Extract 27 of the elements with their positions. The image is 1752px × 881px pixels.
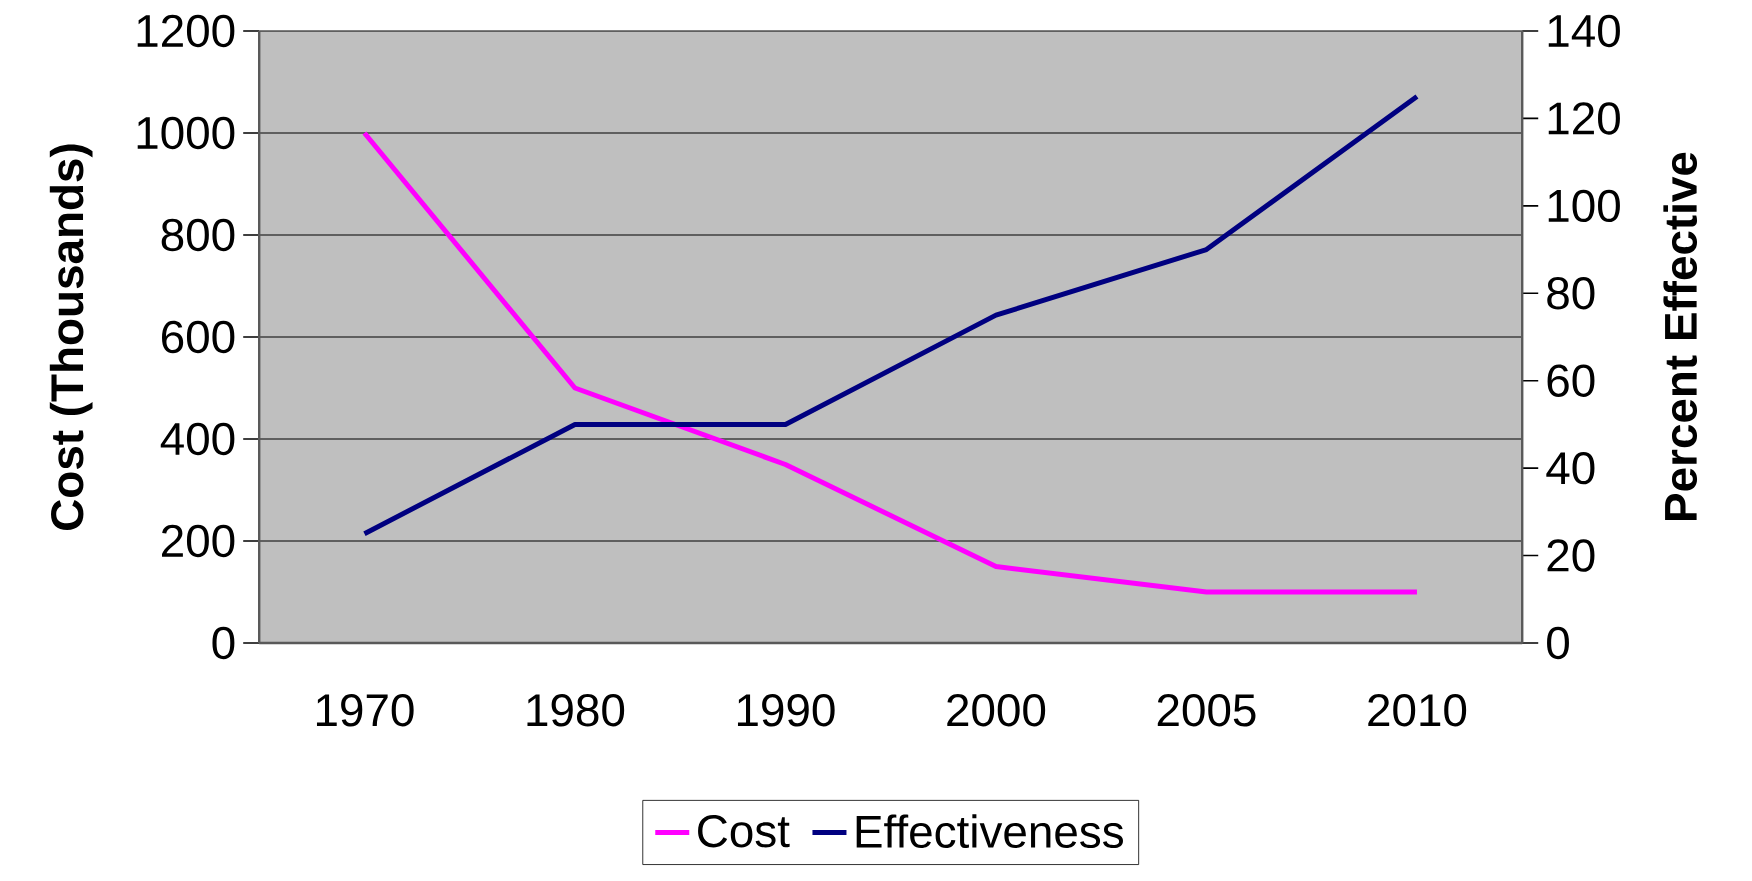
y-tick-label: 400 [160,422,235,456]
y2-tick-label: 40 [1546,451,1595,485]
x-tick-label: 1980 [527,694,625,727]
y2-tick-label: 0 [1547,626,1569,660]
y2-tick-label: 120 [1548,102,1620,135]
y-tick-label: 0 [212,626,235,660]
y-tick-label: 1200 [137,14,235,48]
y2-tick-label: 140 [1548,14,1620,48]
y-tick-label: 1000 [137,116,235,150]
line-series [361,130,1420,595]
legend-label: Effectiveness [856,814,1123,849]
y-axis-title: Cost (Thousands) [49,144,93,530]
y-tick-label: 200 [162,524,235,558]
line-series [361,94,1420,537]
y2-tick-label: 60 [1547,364,1595,397]
y-tick-label: 800 [161,218,235,252]
y2-tick-label: 100 [1548,189,1620,223]
x-tick-label: 2010 [1368,694,1467,727]
y-tick-label: 600 [162,320,235,354]
x-tick-label: 2000 [947,694,1046,727]
y2-tick-label: 20 [1547,539,1595,572]
y2-tick-label: 80 [1547,277,1595,310]
y2-axis-title: Percent Effective [1663,152,1698,520]
legend-label: Cost [698,814,790,848]
x-tick-label: 1970 [316,694,414,727]
x-tick-label: 1990 [737,694,835,727]
x-tick-label: 2005 [1157,694,1256,727]
